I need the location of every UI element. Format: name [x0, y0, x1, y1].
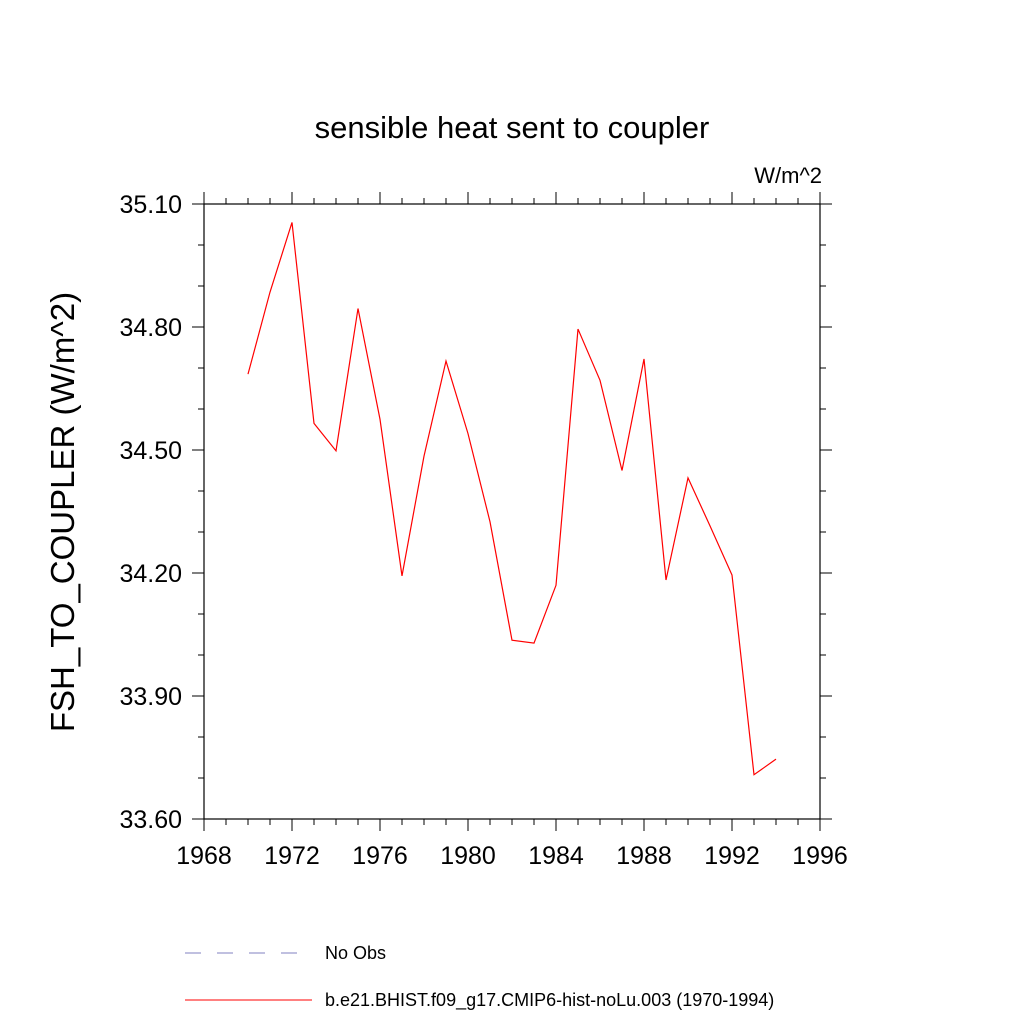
units-label: W/m^2	[754, 163, 822, 188]
x-tick-label: 1996	[792, 842, 848, 870]
legend-label-no-obs: No Obs	[325, 943, 386, 963]
y-tick-label: 34.80	[119, 314, 182, 342]
x-tick-label: 1976	[352, 842, 408, 870]
y-tick-label: 33.90	[119, 683, 182, 711]
plot-frame	[203, 203, 821, 820]
x-tick-label: 1988	[616, 842, 672, 870]
series-line-1	[247, 222, 777, 776]
y-tick-label: 35.10	[119, 191, 182, 219]
x-tick-label: 1972	[264, 842, 320, 870]
x-tick-label: 1968	[176, 842, 232, 870]
x-tick-label: 1984	[528, 842, 584, 870]
tick-labels: 1968 1972 1976 1980 1984 1988 1992 1996 33.60 33.…	[119, 191, 847, 870]
x-tick-label: 1980	[440, 842, 496, 870]
y-tick-label: 34.20	[119, 560, 182, 588]
chart-title: sensible heat sent to coupler	[315, 110, 710, 145]
axis-ticks	[192, 192, 832, 831]
y-tick-label: 34.50	[119, 437, 182, 465]
legend: No Obs b.e21.BHIST.f09_g17.CMIP6-hist-no…	[185, 943, 774, 1011]
series-lines	[247, 222, 777, 776]
y-axis-label: FSH_TO_COUPLER (W/m^2)	[44, 292, 81, 732]
x-tick-label: 1992	[704, 842, 760, 870]
legend-label-model-run: b.e21.BHIST.f09_g17.CMIP6-hist-noLu.003 …	[325, 990, 774, 1011]
y-tick-label: 33.60	[119, 806, 182, 834]
